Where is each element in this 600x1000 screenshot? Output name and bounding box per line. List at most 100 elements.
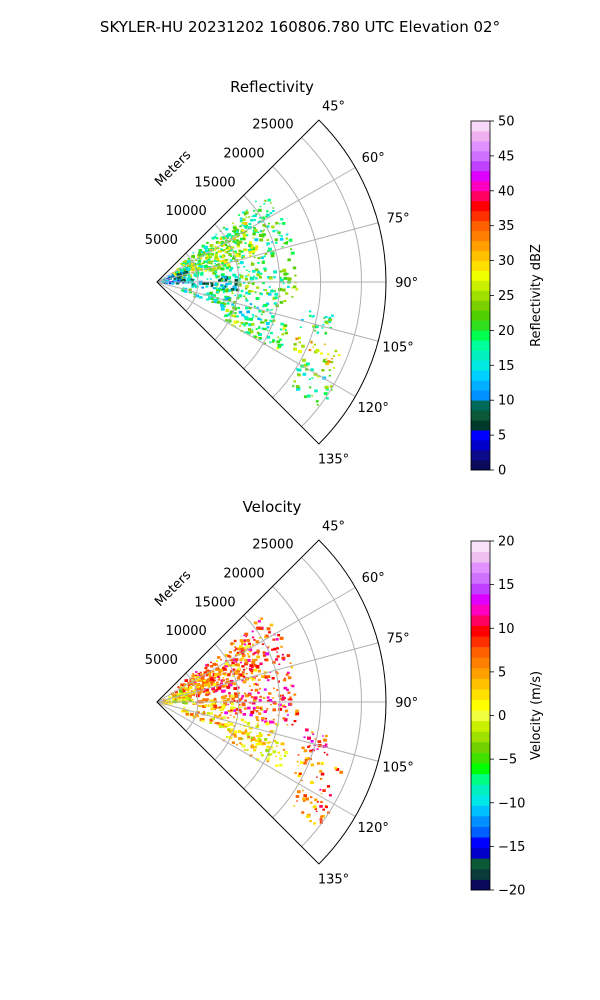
echo-pixel	[233, 706, 236, 709]
colorbar-tick-label: 30	[498, 254, 515, 269]
echo-pixel	[282, 717, 286, 720]
echo-pixel	[245, 234, 249, 237]
echo-pixel	[228, 240, 232, 243]
colorbar-bin	[471, 390, 490, 401]
echo-pixel	[278, 707, 283, 711]
echo-pixel	[220, 249, 223, 252]
echo-pixel	[278, 276, 282, 279]
echo-pixel	[302, 358, 306, 362]
echo-pixel	[292, 385, 295, 387]
echo-pixel	[221, 705, 226, 709]
echo-pixel	[248, 668, 253, 671]
echo-pixel	[327, 353, 330, 356]
echo-pixel	[249, 685, 251, 687]
colorbar-bin	[471, 260, 490, 271]
echo-pixel	[250, 745, 255, 749]
echo-pixel	[320, 800, 323, 803]
echo-pixel	[261, 675, 265, 679]
echo-pixel	[250, 689, 253, 691]
echo-pixel	[226, 296, 229, 299]
echo-pixel	[234, 712, 238, 715]
echo-pixel	[222, 280, 225, 282]
echo-pixel	[246, 737, 250, 740]
echo-pixel	[236, 315, 239, 318]
echo-pixel	[243, 315, 247, 318]
echo-pixel	[251, 262, 254, 265]
echo-pixel	[296, 760, 299, 763]
echo-pixel	[275, 241, 278, 244]
radial-tick-label: 20000	[223, 146, 264, 161]
echo-pixel	[256, 655, 260, 659]
echo-pixel	[283, 242, 286, 244]
echo-pixel	[232, 314, 236, 318]
echo-pixel	[281, 656, 286, 660]
echo-pixel	[205, 669, 210, 673]
echo-pixel	[225, 297, 229, 301]
echo-pixel	[203, 245, 208, 249]
echo-pixel	[233, 288, 236, 291]
echo-pixel	[316, 801, 319, 803]
echo-pixel	[191, 285, 195, 288]
radial-tick-label: 15000	[194, 595, 235, 610]
echo-pixel	[254, 688, 259, 692]
echo-pixel	[197, 263, 199, 266]
echo-pixel	[315, 810, 318, 812]
angle-tick-label: 105°	[382, 341, 413, 356]
echo-pixel	[323, 738, 327, 742]
echo-pixel	[263, 289, 266, 291]
echo-pixel	[241, 313, 245, 317]
echo-pixel	[220, 267, 225, 271]
echo-pixel	[181, 710, 184, 713]
echo-pixel	[242, 702, 245, 704]
echo-pixel	[257, 724, 260, 726]
echo-pixel	[178, 693, 181, 695]
colorbar-bin	[471, 752, 490, 764]
echo-pixel	[269, 734, 272, 737]
echo-pixel	[289, 662, 292, 664]
echo-pixel	[214, 690, 217, 693]
echo-pixel	[284, 709, 289, 713]
echo-pixel	[214, 270, 217, 273]
echo-pixel	[244, 730, 248, 733]
echo-pixel	[249, 713, 253, 717]
echo-pixel	[230, 287, 235, 291]
colorbar-tick-label: 5	[498, 429, 506, 444]
echo-pixel	[229, 664, 233, 667]
echo-pixel	[222, 679, 225, 682]
echo-pixel	[281, 288, 286, 292]
echo-pixel	[232, 682, 235, 685]
angle-tick-label: 45°	[322, 520, 345, 535]
echo-pixel	[214, 674, 218, 677]
echo-pixel	[331, 358, 333, 360]
echo-pixel	[309, 749, 313, 753]
echo-pixel	[239, 225, 242, 228]
echo-pixel	[222, 716, 227, 719]
echo-pixel	[224, 725, 228, 728]
echo-pixel	[241, 695, 245, 698]
echo-pixel	[291, 723, 294, 726]
echo-pixel	[242, 713, 246, 716]
colorbar-bin	[471, 330, 490, 341]
echo-pixel	[238, 698, 242, 701]
echo-pixel	[260, 617, 264, 620]
echo-pixel	[250, 672, 254, 675]
echo-pixel	[295, 337, 299, 340]
echo-pixel	[322, 735, 324, 737]
echo-pixel	[224, 711, 228, 715]
echo-pixel	[319, 788, 322, 791]
echo-pixel	[204, 269, 207, 272]
echo-pixel	[211, 284, 214, 287]
echo-pixel	[228, 692, 231, 695]
echo-pixel	[217, 686, 222, 690]
echo-pixel	[251, 677, 256, 681]
echo-pixel	[264, 658, 268, 662]
echo-pixel	[198, 265, 201, 268]
echo-pixel	[280, 645, 283, 648]
echo-pixel	[263, 255, 266, 258]
echo-pixel	[316, 403, 319, 406]
echo-pixel	[245, 673, 248, 675]
echo-pixel	[242, 680, 247, 684]
echo-pixel	[194, 678, 199, 682]
echo-pixel	[241, 642, 244, 645]
echo-pixel	[229, 728, 234, 732]
